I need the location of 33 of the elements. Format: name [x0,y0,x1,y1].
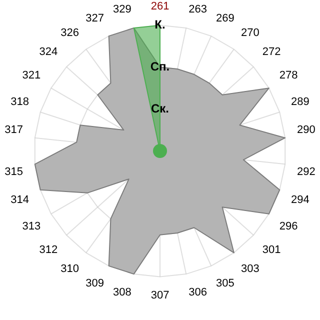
spoke-label: 318 [10,96,29,108]
spoke-label: 326 [60,26,80,39]
spoke-label: 272 [262,46,281,58]
spoke-label: 329 [112,4,132,16]
spoke-label: 321 [22,70,41,82]
spoke-label: 303 [240,263,260,276]
y-tick-label: Сп. [150,59,170,74]
spoke-label: 327 [86,12,104,25]
y-tick-label: К. [154,18,166,32]
spoke-label: 313 [22,220,41,233]
spoke-label: 305 [216,278,234,290]
spoke-label: 263 [188,4,208,16]
spoke-label: 301 [262,244,281,256]
spoke-label: 308 [112,286,132,298]
spoke-label: 289 [291,96,310,108]
spoke-label: 307 [150,289,170,302]
spoke-label: 296 [279,220,298,233]
spoke-label: 290 [297,124,316,136]
spoke-label: 306 [188,286,208,298]
spoke-label: 315 [4,166,23,178]
spoke-label: 270 [240,26,260,39]
spoke-label: 261 [150,0,170,13]
spoke-label: 292 [297,166,316,178]
spoke-label: 317 [4,124,23,136]
spoke-label: 312 [39,244,58,256]
spoke-label: 314 [10,194,29,206]
spoke-label: 278 [279,70,298,82]
spoke-label: 269 [216,12,234,25]
spoke-label: 294 [291,194,310,206]
y-tick-label: Ск. [150,101,170,116]
spoke-label: 310 [60,263,80,276]
spoke-label: 309 [86,278,104,290]
spoke-label: 324 [39,46,58,58]
